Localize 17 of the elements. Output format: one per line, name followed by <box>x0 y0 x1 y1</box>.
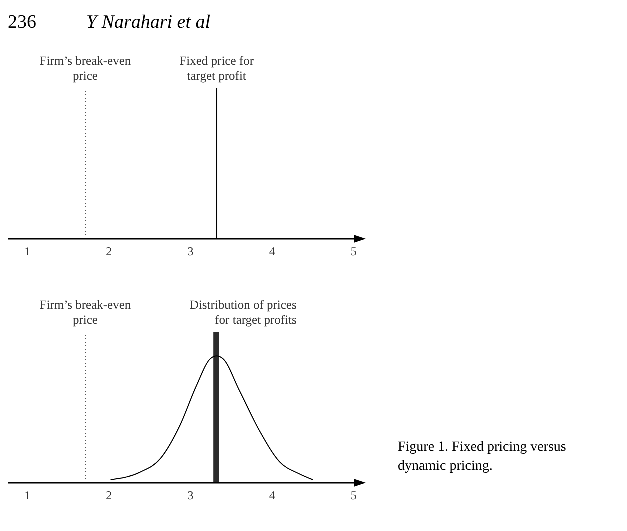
x-tick-label: 4 <box>269 488 276 503</box>
text: 236 <box>8 12 36 34</box>
x-tick-label: 2 <box>106 244 112 259</box>
x-tick-label: 4 <box>269 244 276 259</box>
x-tick-label: 3 <box>188 244 194 259</box>
caption: Figure 1. Fixed pricing versus dynamic pricing. <box>398 439 568 476</box>
x-tick-label: 5 <box>350 244 357 259</box>
x-tick-label: 5 <box>350 488 357 503</box>
ref-line-label: Firm’s break-even price <box>40 298 132 327</box>
annotation: Fixed price for target profit <box>180 54 255 83</box>
x-tick-label: 1 <box>24 488 31 503</box>
x-tick-label: 1 <box>24 244 31 259</box>
ref-line-label: Firm’s break-even price <box>40 54 132 83</box>
text: Y Narahari et al <box>86 12 211 34</box>
x-tick-label: 2 <box>106 488 112 503</box>
annotation: Distribution of prices for target profits <box>190 298 297 327</box>
x-tick-label: 3 <box>188 488 194 503</box>
